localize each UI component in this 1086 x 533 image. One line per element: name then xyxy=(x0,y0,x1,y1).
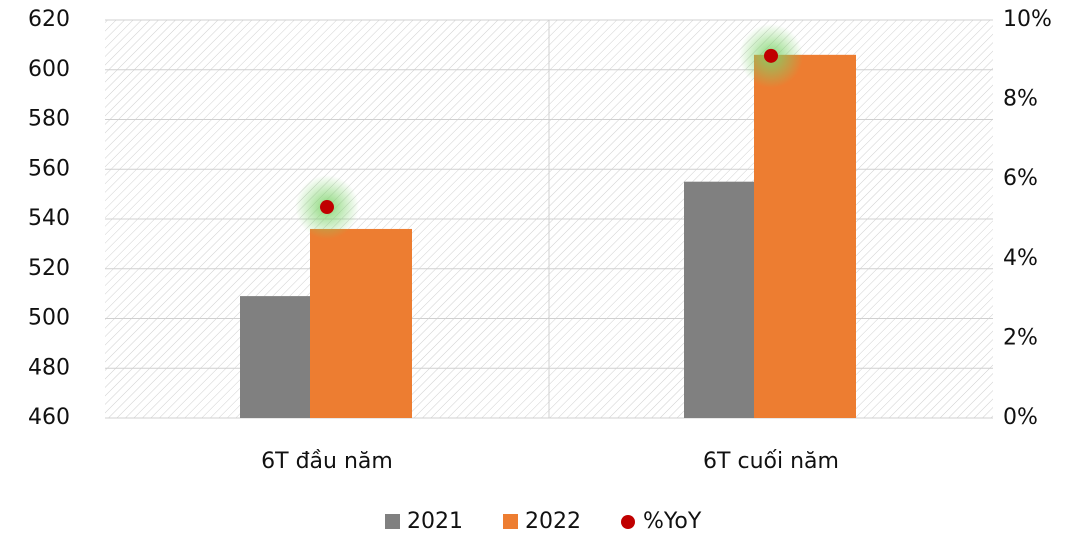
y-tick-label: 600 xyxy=(28,57,70,82)
legend-label: 2021 xyxy=(407,509,463,533)
y2-tick-label: 8% xyxy=(1003,87,1038,112)
legend-swatch xyxy=(385,514,400,529)
y-tick-label: 560 xyxy=(28,156,70,181)
y2-tick-label: 4% xyxy=(1003,246,1038,271)
y2-tick-label: 6% xyxy=(1003,166,1038,191)
y-tick-label: 500 xyxy=(28,306,70,331)
legend-swatch xyxy=(503,514,518,529)
legend-label: %YoY xyxy=(643,509,702,533)
bar xyxy=(754,54,856,418)
y-tick-label: 540 xyxy=(28,206,70,231)
y-tick-label: 620 xyxy=(28,7,70,32)
y-tick-label: 460 xyxy=(28,405,70,430)
y2-tick-label: 0% xyxy=(1003,405,1038,430)
bar xyxy=(310,228,412,418)
point xyxy=(764,48,778,63)
y-tick-label: 580 xyxy=(28,107,70,132)
y-tick-label: 480 xyxy=(28,355,70,380)
y2-tick-label: 2% xyxy=(1003,325,1038,350)
legend-marker xyxy=(621,515,635,529)
y-tick-label: 520 xyxy=(28,256,70,281)
x-tick-label: 6T cuối năm xyxy=(703,449,839,474)
legend-label: 2022 xyxy=(525,509,581,533)
x-tick-label: 6T đầu năm xyxy=(261,449,393,474)
y2-tick-label: 10% xyxy=(1003,7,1052,32)
point xyxy=(320,200,334,215)
